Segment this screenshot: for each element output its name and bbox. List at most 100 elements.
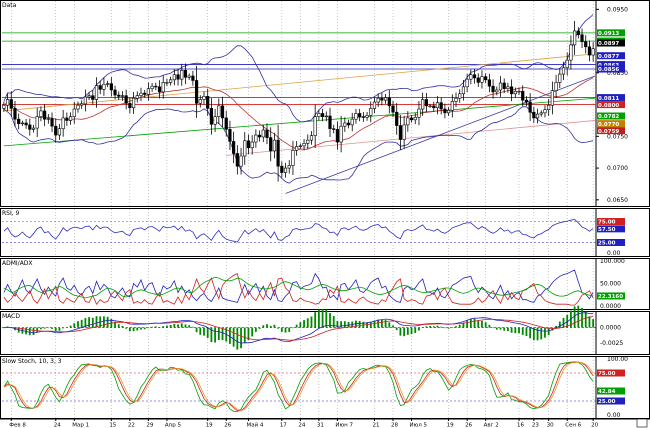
candle-body — [250, 141, 254, 149]
candle-body — [213, 116, 217, 125]
macd-histogram-bar — [380, 319, 383, 328]
candle-body — [120, 95, 125, 97]
candle-body — [491, 85, 495, 93]
stoch-tag-label: 42.84 — [598, 389, 616, 395]
candle-body — [458, 93, 462, 99]
macd-histogram-bar — [25, 327, 27, 335]
macd-histogram-bar — [455, 326, 457, 328]
macd-histogram-bar — [484, 322, 487, 328]
candle-body — [146, 88, 150, 95]
candle-body — [528, 101, 532, 113]
candle-body — [224, 117, 228, 130]
macd-histogram-bar — [277, 327, 280, 329]
candle-body — [435, 102, 440, 109]
macd-histogram-bar — [147, 327, 150, 329]
macd-tick-label: 0.0000 — [600, 325, 621, 332]
candle-body — [424, 99, 428, 107]
candle-body — [128, 103, 132, 109]
candle-body — [413, 116, 417, 121]
macd-histogram-bar — [499, 327, 502, 330]
candle-body — [358, 113, 362, 117]
candle-body — [443, 108, 447, 114]
trend-line — [285, 75, 596, 194]
price-tag — [597, 112, 625, 120]
macd-histogram-bar — [173, 323, 176, 328]
stoch-tag-label: 75.00 — [598, 371, 616, 377]
rsi-tag-label: 57.50 — [598, 227, 616, 233]
candle-body — [124, 95, 128, 104]
candle-body — [554, 82, 558, 91]
candle-body — [391, 105, 395, 113]
candle-body — [332, 128, 336, 130]
macd-histogram-bar — [414, 327, 417, 333]
macd-panel — [0, 311, 650, 355]
price-tag-label: 0.0811 — [598, 96, 619, 102]
trend-line — [3, 97, 596, 147]
macd-histogram-bar — [247, 327, 250, 341]
x-axis-label: 23 — [532, 423, 539, 428]
candle-body — [280, 165, 284, 173]
adx-tag — [597, 292, 625, 300]
candle-body — [20, 122, 24, 125]
macd-histogram-bar — [488, 324, 491, 328]
candle-body — [202, 96, 206, 100]
macd-histogram-bar — [529, 327, 532, 339]
macd-histogram-bar — [521, 327, 524, 335]
macd-histogram-bar — [336, 320, 339, 328]
macd-histogram-bar — [399, 327, 402, 336]
macd-histogram-bar — [406, 327, 409, 335]
macd-histogram-bar — [325, 309, 328, 328]
candle-body — [469, 74, 473, 80]
candle-body — [98, 85, 102, 90]
candle-body — [83, 96, 87, 105]
candle-body — [539, 112, 543, 115]
candle-body — [94, 85, 99, 100]
candle-body — [43, 110, 47, 120]
price-panel — [0, 0, 650, 207]
macd-histogram-bar — [310, 316, 313, 328]
macd-histogram-bar — [191, 326, 194, 328]
macd-histogram-bar — [43, 327, 46, 329]
adx-line-1 — [3, 273, 594, 306]
candle-body — [320, 113, 325, 117]
x-axis-label: Май 4 — [246, 422, 263, 428]
macd-histogram-bar — [518, 327, 520, 334]
candle-body — [580, 34, 584, 43]
macd-histogram-bar — [254, 327, 257, 332]
candle-body — [561, 67, 566, 75]
macd-histogram-bar — [125, 327, 128, 329]
candle-body — [487, 79, 491, 87]
candle-body — [317, 113, 321, 117]
candle-body — [31, 127, 36, 130]
price-tag — [597, 29, 625, 37]
candle-body — [328, 115, 332, 130]
price-tick-label: 0.0750 — [607, 133, 628, 140]
candle-body — [206, 96, 210, 109]
macd-histogram-bar — [495, 327, 498, 330]
macd-histogram-bar — [206, 327, 209, 339]
stoch-tick-label: 100.00 — [607, 356, 628, 363]
candle-body — [524, 99, 529, 103]
x-axis-label: 22 — [128, 423, 135, 428]
macd-histogram-bar — [158, 327, 161, 328]
candle-body — [194, 80, 199, 104]
macd-histogram-bar — [418, 327, 420, 331]
adx-panel-title: ADMI/ADX — [2, 260, 33, 267]
x-axis-label: Авг 2 — [484, 423, 499, 428]
candle-body — [498, 82, 503, 91]
macd-histogram-bar — [540, 327, 543, 340]
macd-histogram-bar — [481, 320, 483, 328]
macd-histogram-bar — [143, 327, 146, 330]
candle-body — [573, 30, 577, 46]
candle-body — [2, 104, 6, 109]
x-axis-label: Сен 6 — [565, 423, 582, 428]
adx-line-0 — [3, 269, 594, 303]
candle-body — [350, 118, 354, 126]
candle-body — [354, 113, 358, 120]
candle-body — [87, 95, 91, 98]
rsi-tag-label: 25.00 — [598, 241, 616, 247]
price-tag — [597, 94, 625, 102]
macd-histogram-bar — [95, 316, 98, 328]
macd-histogram-bar — [462, 322, 465, 328]
